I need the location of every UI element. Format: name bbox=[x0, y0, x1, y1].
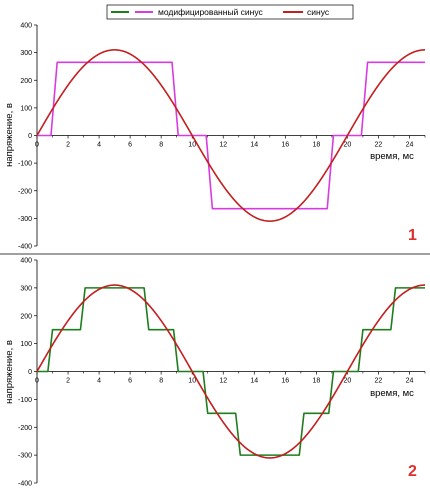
x-axis-label: время, мс bbox=[370, 151, 414, 162]
x-tick-label: 22 bbox=[375, 142, 383, 149]
y-tick-label: -100 bbox=[18, 397, 32, 404]
x-tick-label: 16 bbox=[281, 142, 289, 149]
panel-number: 2 bbox=[408, 463, 417, 480]
y-tick-label: -300 bbox=[18, 216, 32, 223]
y-tick-label: 400 bbox=[20, 23, 32, 30]
y-tick-label: -400 bbox=[18, 481, 32, 488]
x-tick-label: 22 bbox=[375, 378, 383, 385]
y-tick-label: -200 bbox=[18, 188, 32, 195]
y-tick-label: 100 bbox=[20, 341, 32, 348]
x-tick-label: 18 bbox=[312, 378, 320, 385]
series-line-sine bbox=[36, 49, 426, 222]
panel-number: 1 bbox=[408, 227, 417, 244]
x-tick-label: 4 bbox=[97, 378, 101, 385]
x-tick-label: 14 bbox=[250, 378, 258, 385]
y-tick-label: 300 bbox=[20, 50, 32, 57]
series-line-modified-sine bbox=[37, 61, 425, 210]
x-tick-label: 8 bbox=[159, 142, 163, 149]
x-tick-label: 2 bbox=[66, 142, 70, 149]
x-tick-label: 0 bbox=[35, 378, 39, 385]
y-tick-label: 200 bbox=[20, 78, 32, 85]
x-tick-label: 24 bbox=[406, 378, 414, 385]
x-tick-label: 10 bbox=[188, 142, 196, 149]
series-line-modified-sine bbox=[37, 287, 425, 456]
x-tick-label: 4 bbox=[97, 142, 101, 149]
y-tick-label: 200 bbox=[20, 313, 32, 320]
y-tick-label: 0 bbox=[28, 133, 32, 140]
x-tick-label: 14 bbox=[250, 142, 258, 149]
series-line-sine bbox=[36, 284, 426, 459]
y-tick-label: 100 bbox=[20, 105, 32, 112]
y-tick-label: -400 bbox=[18, 244, 32, 251]
y-tick-label: 400 bbox=[20, 258, 32, 265]
x-tick-label: 6 bbox=[128, 378, 132, 385]
y-axis-label: напряжение, в bbox=[4, 103, 15, 167]
x-tick-label: 12 bbox=[219, 142, 227, 149]
legend-label-2: модифицированный синус bbox=[158, 7, 264, 17]
x-tick-label: 6 bbox=[128, 142, 132, 149]
x-tick-label: 10 bbox=[188, 378, 196, 385]
y-axis-label: напряжение, в bbox=[4, 340, 15, 404]
x-axis-label: время, мс bbox=[370, 388, 414, 399]
x-tick-label: 18 bbox=[312, 142, 320, 149]
legend-box bbox=[106, 4, 354, 20]
x-tick-label: 20 bbox=[344, 378, 352, 385]
y-tick-label: 300 bbox=[20, 285, 32, 292]
y-tick-label: -100 bbox=[18, 161, 32, 168]
legend: модифицированный синус синус bbox=[106, 4, 354, 20]
x-tick-label: 2 bbox=[66, 378, 70, 385]
legend-label-3: синус bbox=[307, 7, 330, 17]
y-tick-label: -200 bbox=[18, 425, 32, 432]
x-tick-label: 24 bbox=[406, 142, 414, 149]
y-tick-label: -300 bbox=[18, 453, 32, 460]
x-tick-label: 20 bbox=[344, 142, 352, 149]
x-tick-label: 12 bbox=[219, 378, 227, 385]
x-tick-label: 8 bbox=[159, 378, 163, 385]
y-tick-label: 0 bbox=[28, 369, 32, 376]
x-tick-label: 16 bbox=[281, 378, 289, 385]
x-tick-label: 0 bbox=[35, 142, 39, 149]
